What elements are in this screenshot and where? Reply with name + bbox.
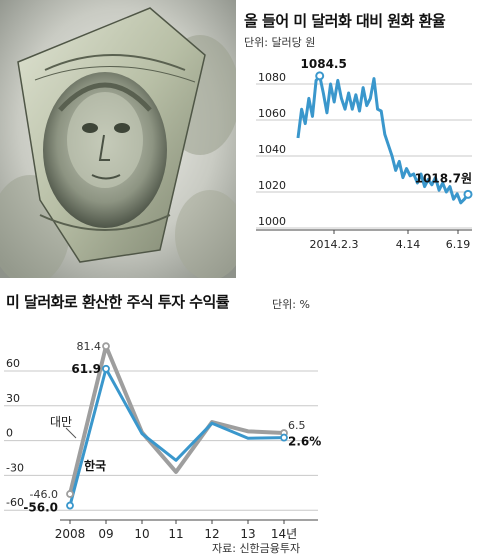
x-tick-label: 10 (134, 527, 149, 541)
data-point (66, 490, 74, 498)
y-tick-label: 1040 (258, 143, 286, 156)
exchange-rate-chart: 1080 1060 1040 1020 1000 2014.2.3 4.14 6.19 1084… (256, 57, 473, 251)
y-tick-label: 60 (6, 357, 20, 370)
taiwan-series-name: 대만 (50, 415, 72, 429)
data-point (66, 501, 74, 510)
dollar-bill-photo (0, 0, 236, 278)
exchange-rate-line (296, 74, 470, 205)
y-tick-label: 1000 (258, 215, 286, 228)
data-point (280, 433, 288, 442)
y-tick-label: -30 (6, 461, 24, 474)
y-tick-label: 1060 (258, 107, 286, 120)
taiwan-start-label: -46.0 (30, 488, 58, 501)
x-tick-label: 4.14 (396, 238, 421, 251)
y-tick-label: -60 (6, 496, 24, 509)
korea-end-label: 2.6% (288, 435, 321, 449)
x-tick-label: 14년 (271, 527, 297, 541)
exchange-rate-title: 올 들어 미 달러화 대비 원화 환율 (244, 12, 446, 30)
peak-point (315, 71, 325, 81)
return-chart-title: 미 달러화로 환산한 주식 투자 수익률 (6, 293, 230, 311)
data-point (102, 342, 110, 351)
taiwan-leader-line (65, 427, 77, 439)
y-tick-label: 30 (6, 392, 20, 405)
y-tick-label: 0 (6, 427, 13, 440)
latest-label: 1018.7원 (415, 171, 472, 185)
korea-series-name: 한국 (84, 458, 106, 473)
korea-peak-label: 61.9 (71, 362, 101, 376)
x-tick-label: 12 (204, 527, 219, 541)
y-tick-label: 1080 (258, 71, 286, 84)
x-tick-label: 2008 (55, 527, 86, 541)
korea-start-label: -56.0 (23, 501, 58, 515)
source-note: 자료: 신한금융투자 (212, 542, 301, 555)
x-tick-label: 6.19 (446, 238, 471, 251)
return-chart-unit: 단위: % (272, 298, 310, 311)
exchange-rate-unit: 단위: 달러당 원 (244, 36, 316, 49)
taiwan-end-label: 6.5 (288, 419, 306, 432)
peak-label: 1084.5 (301, 57, 347, 71)
taiwan-peak-label: 81.4 (77, 340, 102, 353)
x-tick-label: 13 (240, 527, 255, 541)
stock-return-chart: 60 30 0 -30 -60 2008 09 10 11 12 13 14년 -46.0-56.0 81… (4, 340, 321, 541)
x-tick-label: 09 (98, 527, 113, 541)
y-tick-label: 1020 (258, 179, 286, 192)
x-tick-label: 2014.2.3 (310, 238, 359, 251)
x-tick-label: 11 (168, 527, 183, 541)
latest-point (463, 189, 473, 199)
korea-line (68, 367, 285, 506)
data-point (102, 364, 110, 373)
